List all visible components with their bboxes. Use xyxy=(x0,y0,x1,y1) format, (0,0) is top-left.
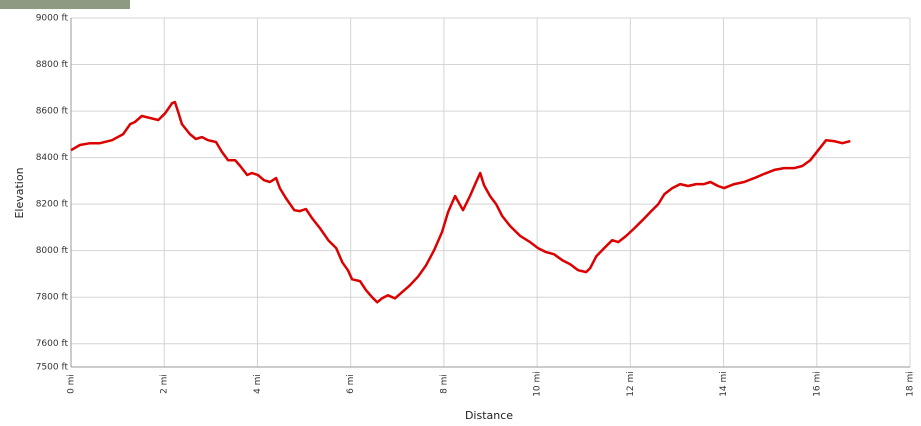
x-tick-label: 6 mi xyxy=(346,374,356,394)
elevation-line xyxy=(70,100,851,304)
y-tick-label: 8000 ft xyxy=(36,246,69,256)
x-axis-title: Distance xyxy=(465,409,513,422)
y-tick-label: 7800 ft xyxy=(36,293,69,303)
y-tick-label: 8800 ft xyxy=(36,60,69,70)
map-thumbnail xyxy=(0,0,130,9)
x-tick-label: 8 mi xyxy=(439,374,449,394)
y-axis-title: Elevation xyxy=(13,167,26,218)
x-tick-label: 18 mi xyxy=(906,371,916,397)
x-tick-label: 0 mi xyxy=(67,374,77,394)
y-tick-label: 8600 ft xyxy=(36,107,69,117)
x-tick-label: 10 mi xyxy=(533,371,543,397)
y-tick-label: 9000 ft xyxy=(36,14,69,24)
x-tick-label: 4 mi xyxy=(253,374,263,394)
x-tick-label: 12 mi xyxy=(626,371,636,397)
y-tick-label: 7600 ft xyxy=(36,339,69,349)
x-tick-label: 2 mi xyxy=(160,374,170,394)
y-tick-label: 7500 ft xyxy=(36,363,69,373)
y-tick-label: 8400 ft xyxy=(36,153,69,163)
x-tick-label: 16 mi xyxy=(812,371,822,397)
x-tick-label: 14 mi xyxy=(719,371,729,397)
y-tick-label: 8200 ft xyxy=(36,200,69,210)
